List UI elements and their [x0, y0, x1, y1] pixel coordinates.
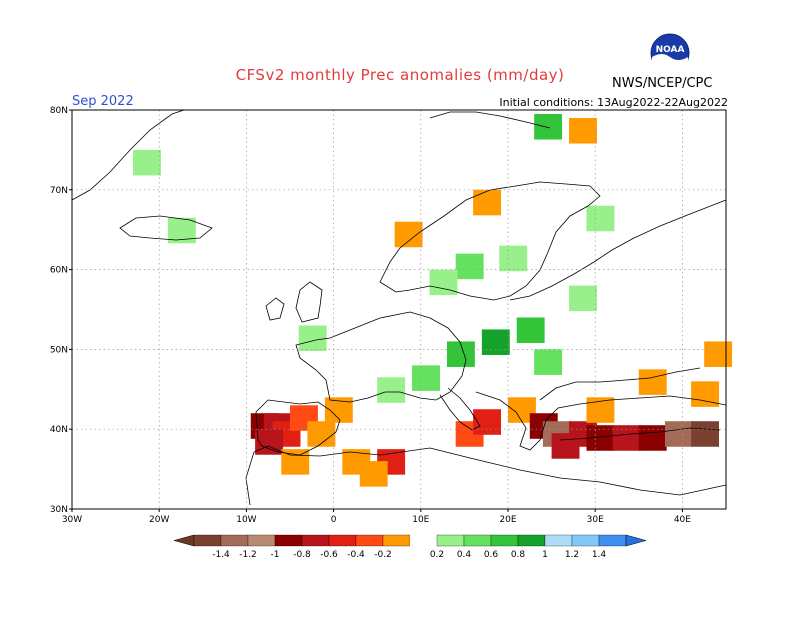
colorbar-swatch [463, 534, 492, 547]
anomaly-cell [307, 421, 336, 447]
colorbar-swatch [490, 534, 519, 547]
lat-label: 80N [50, 106, 68, 116]
lat-label: 40N [50, 425, 68, 435]
anomaly-cell [359, 461, 388, 487]
anomaly-cell [473, 189, 502, 216]
anomaly-cell [298, 325, 327, 351]
anomaly-cell [704, 341, 733, 367]
lon-label: 10E [412, 515, 429, 525]
anomaly-cell [691, 421, 720, 447]
colorbar-swatch [436, 534, 465, 547]
colorbar-swatch [355, 534, 384, 547]
colorbar-swatch [193, 534, 222, 547]
anomaly-cell [516, 317, 545, 344]
anomaly-cell [586, 205, 615, 232]
colorbar-swatch [382, 534, 411, 547]
initial-conditions: Initial conditions: 13Aug2022-22Aug2022 [499, 96, 728, 109]
lat-label: 30N [50, 505, 68, 515]
colorbar-label: -1.2 [239, 550, 257, 560]
colorbar-swatch [598, 534, 627, 547]
noaa-logo: NOAA [650, 33, 690, 79]
colorbar-label: 0.4 [457, 550, 472, 560]
lon-label: 20W [149, 515, 169, 525]
colorbar-swatch [571, 534, 600, 547]
colorbar-swatch [274, 534, 303, 547]
colorbar-swatch [410, 535, 437, 546]
lon-label: 0 [331, 515, 337, 525]
lat-label: 60N [50, 266, 68, 276]
anomaly-cell [664, 421, 693, 447]
colorbar-label: -1.4 [212, 550, 230, 560]
colorbar-swatch [220, 534, 249, 547]
lon-label: 30E [587, 515, 604, 525]
anomaly-cell [412, 365, 440, 391]
anomaly-cell [133, 149, 161, 176]
colorbar-label: -1 [271, 550, 280, 560]
anomaly-cell [394, 221, 423, 248]
colorbar-label: 1.2 [565, 550, 579, 560]
anomaly-cell [638, 369, 667, 395]
colorbar-swatch [544, 534, 573, 547]
longitude-labels: 30W 20W 10W 0 10E 20E 30E 40E [62, 509, 691, 525]
map-frame [71, 109, 727, 510]
forecast-month: Sep 2022 [72, 94, 134, 109]
colorbar-swatch [517, 534, 546, 547]
colorbar-high-arrow [625, 534, 647, 547]
anomaly-cell [569, 117, 597, 144]
colorbar-swatch [301, 534, 330, 547]
colorbar-label: 0.6 [484, 550, 499, 560]
latitude-labels: 80N 70N 60N 50N 40N 30N [50, 106, 72, 515]
agency-label: NWS/NCEP/CPC [612, 76, 713, 91]
lon-label: 20E [499, 515, 516, 525]
anomaly-cell [499, 245, 528, 272]
lon-label: 30W [62, 515, 82, 525]
colorbar-legend: -1.4 -1.2 -1 -0.8 -0.6 -0.4 -0.2 0.2 0.4 0.6 0.8 1 1… [173, 534, 647, 560]
anomaly-cell [455, 253, 484, 280]
page-title: CFSv2 monthly Prec anomalies (mm/day) [235, 66, 565, 84]
anomaly-cell [377, 377, 406, 403]
colorbar-swatch [247, 534, 276, 547]
lat-label: 70N [50, 186, 68, 196]
colorbar-label: 1 [542, 550, 548, 560]
lat-label: 50N [50, 345, 68, 355]
noaa-logo-text: NOAA [656, 45, 685, 55]
anomaly-cell [481, 329, 510, 355]
anomaly-cells [133, 113, 733, 487]
colorbar-label: 1.4 [592, 550, 607, 560]
lon-label: 40E [674, 515, 691, 525]
colorbar-low-arrow [173, 534, 195, 547]
colorbar-label: 0.2 [430, 550, 444, 560]
colorbar-label: -0.2 [374, 550, 392, 560]
anomaly-cell [534, 349, 563, 375]
anomaly-cell [569, 285, 597, 312]
colorbar-label: -0.4 [347, 550, 365, 560]
colorbar-swatch [328, 534, 357, 547]
colorbar-label: 0.8 [511, 550, 526, 560]
anomaly-cell [534, 113, 563, 140]
colorbar-label: -0.6 [320, 550, 338, 560]
lon-label: 10W [236, 515, 256, 525]
colorbar-label: -0.8 [293, 550, 311, 560]
